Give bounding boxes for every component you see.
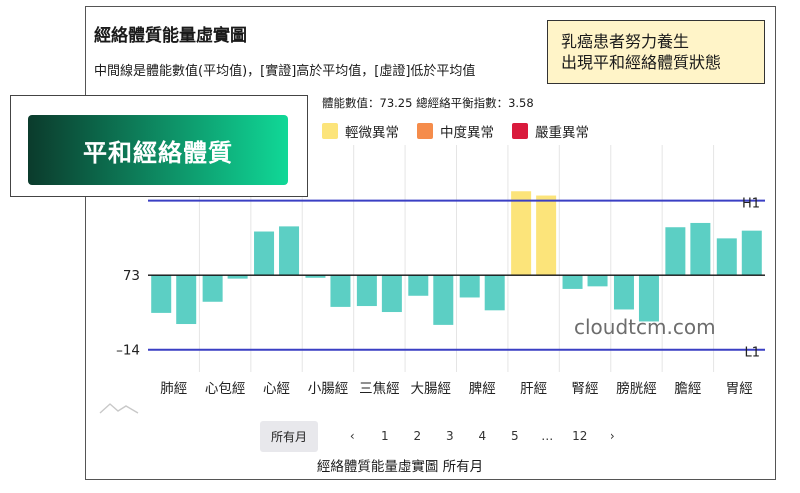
legend-label-severe: 嚴重異常 — [535, 125, 589, 141]
bar-小腸經-1 — [305, 275, 326, 278]
pager-all-months[interactable]: 所有月 — [260, 420, 319, 452]
x-tick-label: 小腸經 — [308, 381, 349, 397]
pager-page-5[interactable]: 5 — [510, 429, 519, 443]
bar-大腸經-1 — [408, 275, 429, 296]
x-tick-label: 膽經 — [674, 380, 701, 397]
bar-腎經-1 — [562, 275, 583, 289]
x-tick-label: 膀胱經 — [616, 380, 657, 397]
wave-logo-icon — [99, 403, 139, 414]
bar-膽經-2 — [690, 222, 711, 276]
bar-心經-1 — [254, 231, 275, 276]
bar-腎經-2 — [587, 275, 608, 287]
x-tick-label: 脾經 — [469, 381, 496, 397]
month-pager: 所有月 ‹ 1 2 3 4 5 … 12 › — [260, 420, 629, 452]
bar-胃經-1 — [716, 238, 737, 276]
x-tick-label: 腎經 — [572, 381, 599, 397]
bar-心包經-2 — [227, 275, 248, 279]
chart-caption: 經絡體質能量虛實圖 所有月 — [316, 459, 484, 475]
chart-title: 經絡體質能量虛實圖 — [94, 26, 247, 46]
x-tick-label: 胃經 — [726, 381, 753, 397]
bar-肝經-1 — [511, 191, 532, 276]
constitution-badge: 平和經絡體質 — [28, 115, 288, 185]
bar-心包經-1 — [202, 275, 223, 302]
bar-脾經-2 — [484, 275, 505, 311]
watermark: cloudtcm.com — [574, 315, 716, 339]
pager-page-2[interactable]: 2 — [413, 429, 422, 443]
x-tick-label: 心包經 — [205, 381, 246, 397]
pager-ellipsis: … — [541, 429, 554, 443]
legend-swatch-severe — [512, 123, 528, 139]
bar-肝經-2 — [536, 195, 557, 276]
x-tick-label: 心經 — [263, 381, 290, 397]
chart-card — [85, 6, 776, 480]
bar-膀胱經-2 — [638, 275, 659, 322]
x-tick-label: 肺經 — [160, 381, 187, 397]
note-box: 乳癌患者努力養生 出現平和經絡體質狀態 — [547, 20, 765, 84]
legend-item-moderate[interactable]: 中度異常 — [417, 121, 494, 141]
bar-肺經-2 — [176, 275, 197, 325]
bar-小腸經-2 — [330, 275, 351, 307]
pager-page-4[interactable]: 4 — [478, 429, 487, 443]
legend-swatch-moderate — [417, 123, 433, 139]
x-tick-label: 三焦經 — [359, 381, 400, 397]
bar-心經-2 — [279, 226, 300, 276]
pager-page-3[interactable]: 3 — [445, 429, 454, 443]
chart-subtitle: 中間線是體能數值(平均值)，[實證]高於平均值，[虛證]低於平均值 — [94, 64, 476, 79]
bar-三焦經-1 — [356, 275, 377, 307]
legend-label-mild: 輕微異常 — [345, 125, 399, 141]
y-tick-label: 73 — [123, 268, 140, 284]
pager-page-12[interactable]: 12 — [572, 429, 588, 443]
stats-line: 體能數值：73.25 總經絡平衡指數：3.58 — [322, 96, 534, 110]
legend-swatch-mild — [322, 123, 338, 139]
reference-label-L1: L1 — [744, 346, 760, 361]
bar-膽經-1 — [665, 227, 686, 276]
x-tick-label: 肝經 — [520, 381, 547, 397]
bar-肺經-1 — [151, 275, 172, 313]
bar-大腸經-2 — [433, 275, 454, 325]
legend-item-mild[interactable]: 輕微異常 — [322, 121, 399, 141]
bar-脾經-1 — [459, 275, 480, 298]
bar-三焦經-2 — [381, 275, 402, 313]
y-tick-label: –14 — [116, 343, 140, 359]
note-line-1: 乳癌患者努力養生 — [561, 32, 690, 51]
pager-page-1[interactable]: 1 — [380, 429, 389, 443]
pager-next-icon[interactable]: › — [609, 429, 615, 443]
note-line-2: 出現平和經絡體質狀態 — [561, 53, 722, 72]
x-tick-label: 大腸經 — [411, 381, 452, 397]
bar-胃經-2 — [741, 230, 762, 276]
reference-label-H1: H1 — [742, 197, 760, 212]
legend-label-moderate: 中度異常 — [440, 125, 494, 141]
legend-item-severe[interactable]: 嚴重異常 — [512, 121, 589, 141]
bar-膀胱經-1 — [613, 275, 634, 310]
legend: 輕微異常 中度異常 嚴重異常 — [322, 121, 589, 141]
pager-prev-icon[interactable]: ‹ — [349, 429, 355, 443]
